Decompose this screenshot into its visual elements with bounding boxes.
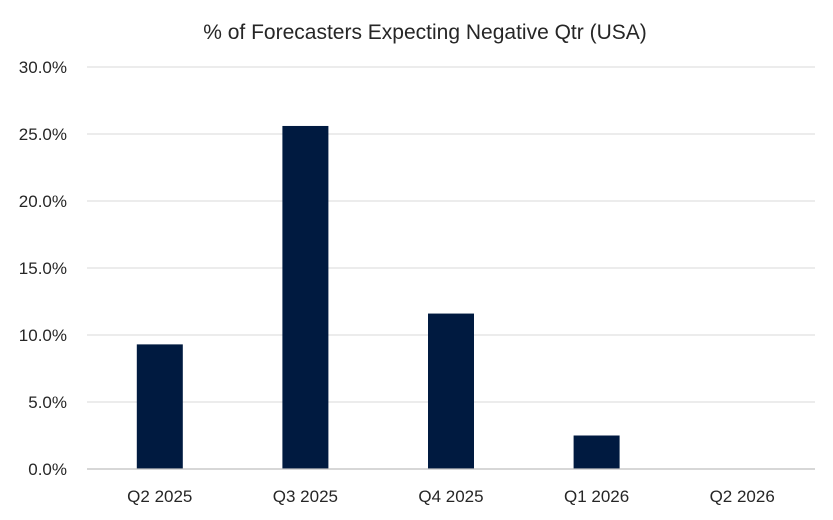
bar — [282, 125, 329, 470]
x-tick-label: Q3 2025 — [273, 487, 338, 506]
y-tick-label: 25.0% — [19, 125, 67, 144]
bar — [573, 435, 620, 469]
y-tick-label: 10.0% — [19, 326, 67, 345]
x-tick-label: Q2 2025 — [127, 487, 192, 506]
y-tick-label: 0.0% — [28, 460, 67, 479]
bars — [136, 125, 620, 470]
y-tick-label: 30.0% — [19, 58, 67, 77]
x-axis-tick-labels: Q2 2025 Q3 2025 Q4 2025 Q1 2026 Q2 2026 — [127, 487, 775, 506]
gridlines — [87, 66, 815, 403]
bar — [428, 313, 474, 469]
y-tick-label: 5.0% — [28, 393, 67, 412]
x-tick-label: Q4 2025 — [418, 487, 483, 506]
x-tick-label: Q1 2026 — [564, 487, 629, 506]
y-axis-tick-labels: 0.0% 5.0% 10.0% 15.0% 20.0% 25.0% 30.0% — [19, 58, 67, 479]
x-tick-label: Q2 2026 — [710, 487, 775, 506]
y-tick-label: 20.0% — [19, 192, 67, 211]
chart-title: % of Forecasters Expecting Negative Qtr … — [203, 21, 647, 44]
bar — [136, 344, 183, 469]
y-tick-label: 15.0% — [19, 259, 67, 278]
